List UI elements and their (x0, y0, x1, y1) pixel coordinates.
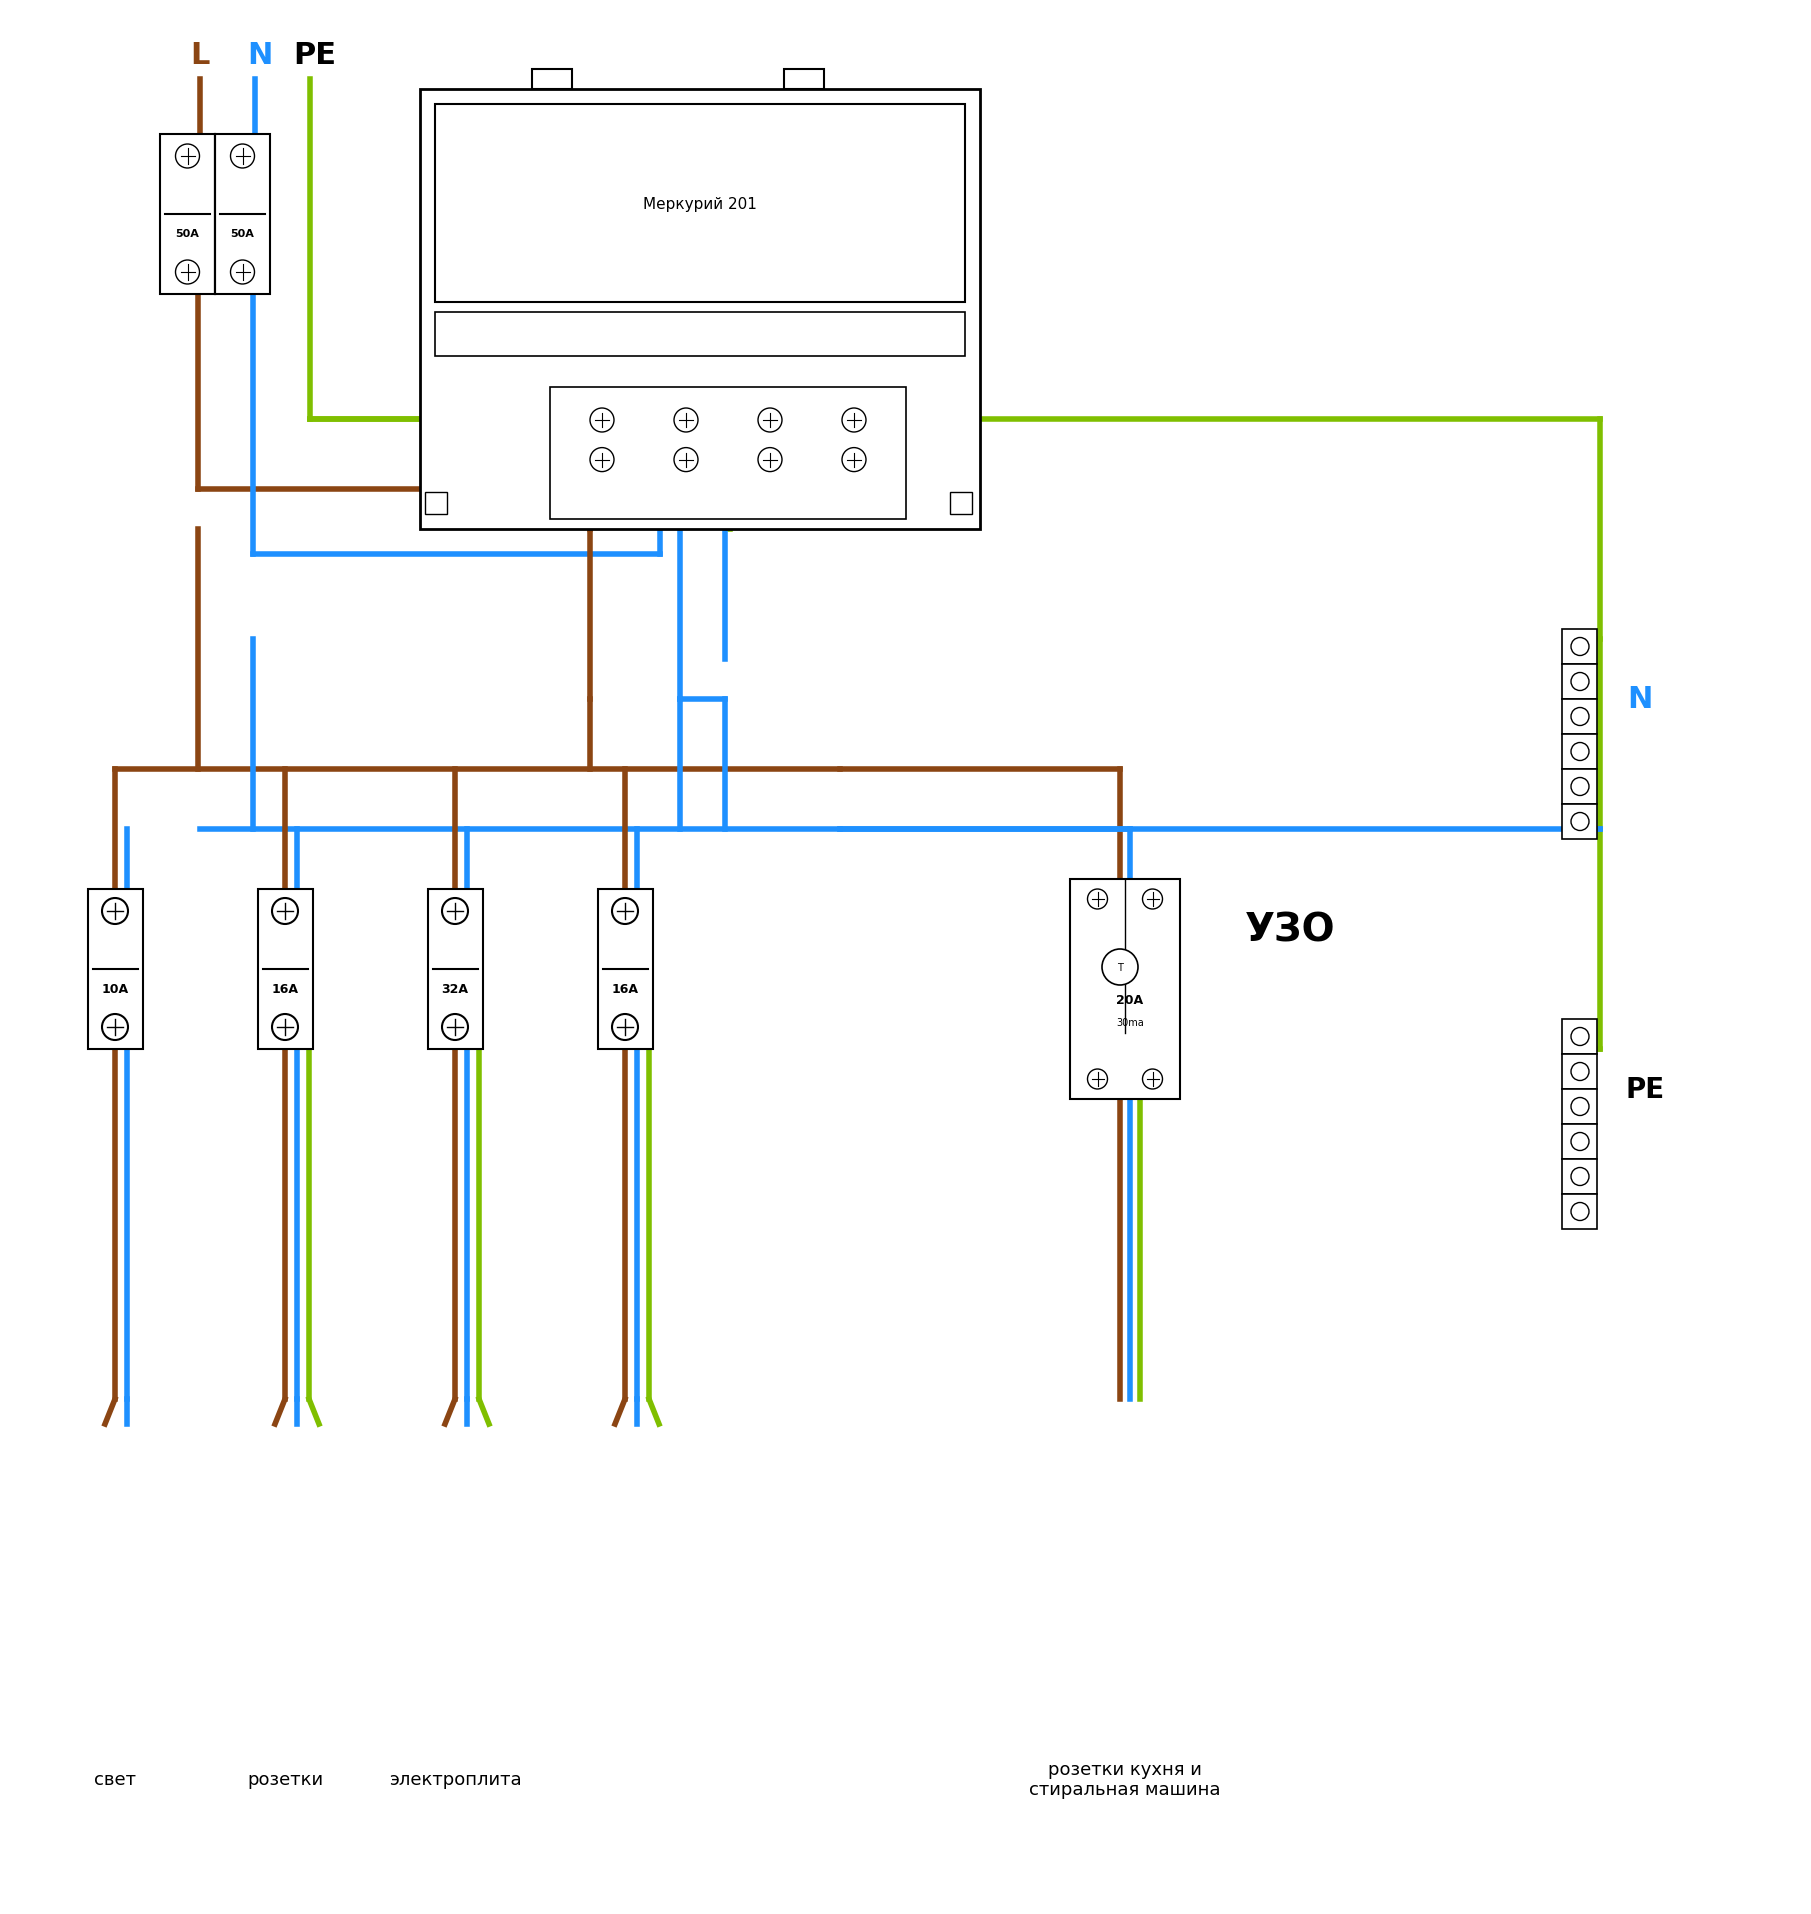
Text: N: N (1628, 685, 1653, 714)
Text: 20А: 20А (1116, 993, 1143, 1007)
Text: розетки кухня и
стиральная машина: розетки кухня и стиральная машина (1029, 1759, 1221, 1799)
Ellipse shape (759, 410, 782, 433)
Bar (159, 134, 216, 295)
Circle shape (230, 260, 255, 285)
Text: 50A: 50A (176, 230, 199, 239)
Bar (87, 890, 143, 1049)
Text: электроплита: электроплита (389, 1770, 522, 1788)
Ellipse shape (842, 448, 866, 473)
Circle shape (176, 145, 199, 168)
Circle shape (101, 898, 129, 924)
Circle shape (1570, 708, 1588, 725)
Bar (427, 890, 482, 1049)
Bar (1563, 1124, 1597, 1160)
Bar (1563, 1020, 1597, 1055)
Circle shape (1103, 949, 1137, 986)
Text: T: T (1117, 963, 1123, 972)
Text: PE: PE (293, 40, 337, 69)
Bar (1563, 1160, 1597, 1194)
Bar (435, 105, 965, 302)
Circle shape (230, 145, 255, 168)
Bar (1563, 630, 1597, 664)
Circle shape (1143, 890, 1163, 909)
Bar (784, 71, 824, 90)
Text: 16А: 16А (612, 982, 639, 995)
Circle shape (1087, 1070, 1108, 1089)
Bar (216, 134, 270, 295)
Text: 30ma: 30ma (1116, 1018, 1145, 1028)
Circle shape (272, 898, 299, 924)
Text: 16А: 16А (272, 982, 299, 995)
Bar (1563, 1194, 1597, 1229)
Circle shape (442, 898, 467, 924)
Circle shape (1570, 1202, 1588, 1221)
Bar (420, 90, 980, 530)
Circle shape (1570, 1099, 1588, 1116)
Ellipse shape (759, 448, 782, 473)
Text: N: N (248, 40, 273, 69)
Circle shape (612, 1014, 637, 1041)
Circle shape (612, 898, 637, 924)
Bar (257, 890, 313, 1049)
Circle shape (101, 1014, 129, 1041)
Bar (1563, 769, 1597, 804)
Circle shape (1570, 1168, 1588, 1187)
Bar (1563, 701, 1597, 735)
Bar (551, 389, 906, 521)
Circle shape (1570, 674, 1588, 691)
Circle shape (1570, 1133, 1588, 1150)
Circle shape (442, 1014, 467, 1041)
Circle shape (1570, 637, 1588, 657)
Circle shape (272, 1014, 299, 1041)
Bar (426, 492, 447, 515)
Text: PE: PE (1626, 1076, 1664, 1104)
Text: розетки: розетки (246, 1770, 322, 1788)
Text: 10А: 10А (101, 982, 129, 995)
Ellipse shape (674, 448, 697, 473)
Text: 32А: 32А (442, 982, 469, 995)
Bar (1563, 735, 1597, 769)
Ellipse shape (590, 410, 614, 433)
Bar (1070, 880, 1181, 1099)
Ellipse shape (590, 448, 614, 473)
Circle shape (1087, 890, 1108, 909)
Text: 50A: 50A (230, 230, 254, 239)
Circle shape (1143, 1070, 1163, 1089)
Bar (1563, 1055, 1597, 1089)
Bar (435, 312, 965, 356)
Bar (598, 890, 652, 1049)
Circle shape (1570, 813, 1588, 831)
Bar (951, 492, 973, 515)
Text: L: L (190, 40, 210, 69)
Bar (1563, 664, 1597, 701)
Text: Меркурий 201: Меркурий 201 (643, 197, 757, 211)
Ellipse shape (842, 410, 866, 433)
Bar (1563, 804, 1597, 840)
Circle shape (1570, 1028, 1588, 1045)
Circle shape (1570, 743, 1588, 762)
Ellipse shape (674, 410, 697, 433)
Circle shape (1570, 779, 1588, 796)
Circle shape (176, 260, 199, 285)
Circle shape (1570, 1062, 1588, 1081)
Text: свет: свет (94, 1770, 136, 1788)
Bar (532, 71, 572, 90)
Text: УЗО: УЗО (1244, 911, 1335, 949)
Bar (1563, 1089, 1597, 1124)
